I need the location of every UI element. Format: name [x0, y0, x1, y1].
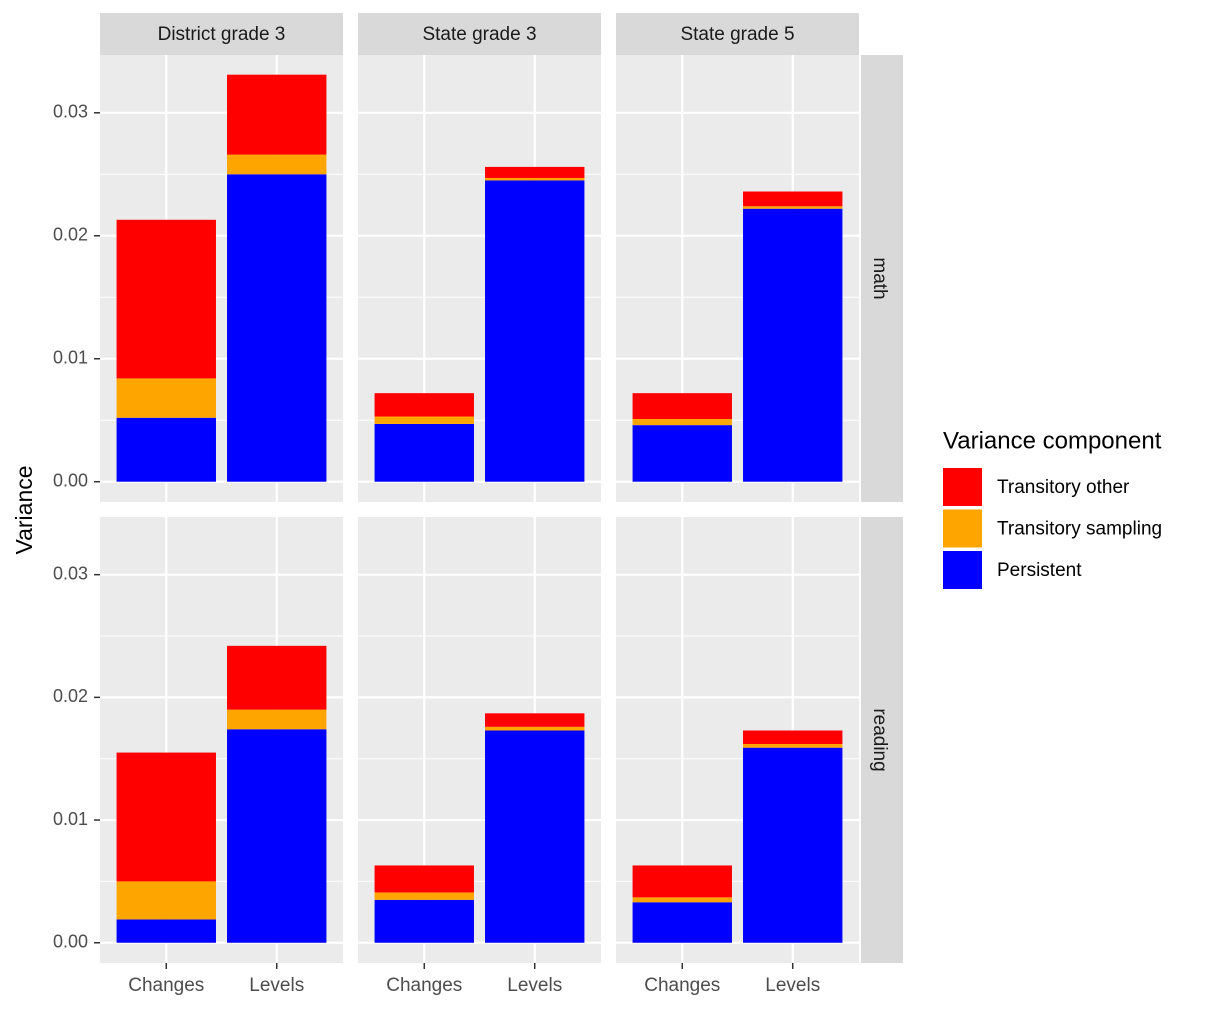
legend-label: Persistent — [997, 560, 1082, 581]
facet-strip-label: reading — [869, 708, 890, 771]
bar-segment — [374, 865, 474, 893]
bar-segment — [743, 730, 843, 744]
x-tick-label: Levels — [765, 975, 820, 996]
y-tick-label: 0.01 — [53, 347, 88, 367]
bar-segment — [374, 899, 474, 943]
bar-segment — [116, 378, 216, 418]
y-tick-label: 0.02 — [53, 225, 88, 245]
x-tick-label: Levels — [249, 975, 304, 996]
bar-segment — [632, 393, 732, 419]
x-tick-label: Changes — [128, 975, 204, 996]
bar-segment — [743, 747, 843, 943]
bar-segment — [374, 892, 474, 900]
facet-strip-label: District grade 3 — [158, 24, 286, 45]
bar-segment — [632, 902, 732, 943]
bar-segment — [116, 919, 216, 943]
bar-segment — [374, 393, 474, 417]
bar-segment — [227, 174, 327, 482]
bar-segment — [116, 752, 216, 882]
bar-segment — [116, 417, 216, 482]
y-tick-label: 0.02 — [53, 686, 88, 706]
facet-strip — [358, 13, 601, 55]
bar-segment — [632, 865, 732, 898]
y-axis-label: Variance — [11, 465, 37, 554]
facet-strip — [100, 13, 343, 55]
bar-segment — [485, 180, 585, 482]
bar-segment — [374, 423, 474, 482]
y-tick-label: 0.03 — [53, 563, 88, 583]
legend-label: Transitory sampling — [997, 519, 1162, 540]
facet-strip-label: State grade 3 — [422, 24, 536, 45]
legend-key — [943, 551, 982, 589]
bar-segment — [485, 713, 585, 727]
facet-strip — [861, 517, 903, 963]
bar-segment — [632, 897, 732, 903]
bar-segment — [227, 74, 327, 155]
bar-segment — [743, 206, 843, 209]
bar-segment — [485, 730, 585, 943]
bar-segment — [227, 645, 327, 710]
bar-segment — [743, 208, 843, 482]
x-tick-label: Changes — [386, 975, 462, 996]
legend-key — [943, 509, 982, 548]
bar-segment — [485, 166, 585, 178]
bar-segment — [743, 743, 843, 748]
x-tick-label: Changes — [644, 975, 720, 996]
y-tick-label: 0.00 — [53, 470, 88, 490]
facet-strip-label: State grade 5 — [680, 24, 794, 45]
y-tick-label: 0.00 — [53, 932, 88, 952]
facet-strip — [616, 13, 859, 55]
legend-key — [943, 468, 982, 506]
bar-segment — [632, 425, 732, 482]
bar-segment — [116, 219, 216, 379]
bar-segment — [227, 154, 327, 175]
bar-segment — [485, 726, 585, 731]
bar-segment — [632, 418, 732, 426]
facet-strip-label: math — [869, 257, 890, 299]
legend-label: Transitory other — [997, 477, 1130, 498]
bar-segment — [743, 191, 843, 207]
legend-title: Variance component — [943, 427, 1162, 454]
bar-segment — [227, 729, 327, 943]
bar-segment — [485, 177, 585, 181]
y-tick-label: 0.03 — [53, 102, 88, 122]
y-tick-label: 0.01 — [53, 809, 88, 829]
bar-segment — [227, 709, 327, 730]
bar-segment — [116, 881, 216, 920]
x-tick-label: Levels — [507, 975, 562, 996]
bar-segment — [374, 416, 474, 424]
facet-strip — [861, 55, 903, 502]
